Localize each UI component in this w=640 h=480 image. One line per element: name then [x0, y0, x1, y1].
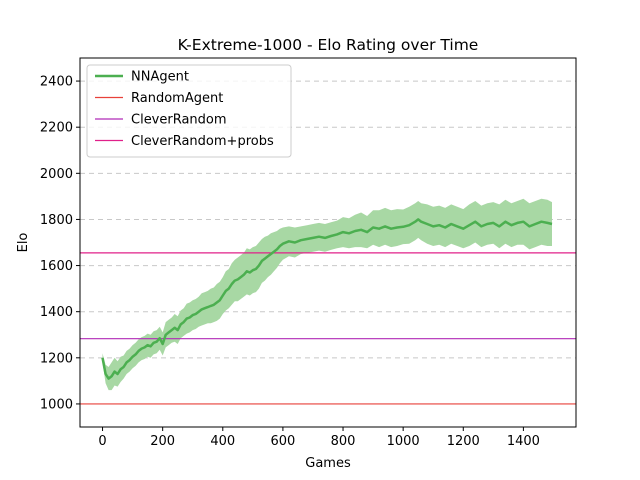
x-tick-label: 400 [210, 434, 235, 449]
x-tick-label: 1400 [507, 434, 540, 449]
nnagent-line [101, 218, 553, 380]
legend-label: CleverRandom [131, 113, 227, 128]
y-tick-label: 2000 [40, 167, 73, 182]
y-tick-label: 2400 [40, 75, 73, 90]
legend-label: CleverRandom+probs [131, 134, 274, 149]
y-tick-label: 1600 [40, 259, 73, 274]
x-ticks: 0 200 400 600 800 1000 1200 1400 [98, 427, 540, 449]
legend-label: RandomAgent [131, 91, 223, 106]
legend-box [86, 64, 292, 158]
lines [80, 218, 576, 405]
x-tick-label: 600 [270, 434, 295, 449]
x-tick-label: 800 [331, 434, 356, 449]
x-tick-label: 0 [98, 434, 106, 449]
y-tick-label: 1000 [40, 397, 73, 412]
y-tick-label: 1800 [40, 213, 73, 228]
x-tick-label: 200 [150, 434, 175, 449]
x-tick-label: 1200 [447, 434, 480, 449]
y-tick-label: 1400 [40, 305, 73, 320]
legend-label: NNAgent [131, 70, 189, 85]
chart-title: K-Extreme-1000 - Elo Rating over Time [178, 36, 479, 54]
y-axis-label: Elo [16, 233, 31, 253]
x-tick-label: 1000 [387, 434, 420, 449]
y-ticks: 1000 1200 1400 1600 1800 2000 2200 2400 [40, 75, 80, 412]
legend: NNAgent RandomAgent CleverRandom CleverRand… [86, 64, 292, 158]
plot-frame [79, 57, 577, 428]
y-tick-label: 2200 [40, 121, 73, 136]
y-tick-label: 1200 [40, 351, 73, 366]
x-axis-label: Games [305, 456, 351, 471]
